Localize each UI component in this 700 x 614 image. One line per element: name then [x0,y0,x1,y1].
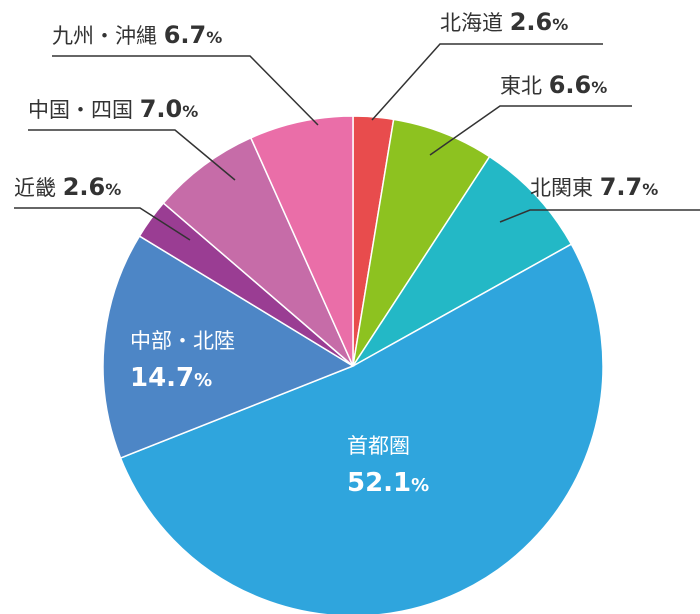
label-unit-kitakanto: % [642,180,658,199]
label-name-chugoku-shikoku: 中国・四国 [28,98,140,122]
label-unit-kinki: % [105,180,121,199]
leader-tohoku [429,105,632,156]
label-name-chubu-hokuriku: 中部・北陸 [130,329,235,353]
slice-chubu-hokuriku [102,235,355,460]
label-value-kitakanto: 7.7 [600,173,643,201]
label-name-kinki: 近畿 [14,176,63,200]
slice-shutoken [119,243,604,614]
leader-kinki [14,207,191,241]
label-unit-chubu-hokuriku: % [194,370,212,391]
label-value-chugoku-shikoku: 7.0 [140,95,183,123]
leader-hokkaido [371,43,603,121]
label-kinki: 近畿 2.6% [14,173,121,201]
leader-kitakanto [499,209,700,223]
pie-slices [102,115,604,614]
label-unit-tohoku: % [591,78,607,97]
label-name-kitakanto: 北関東 [530,176,600,200]
label-hokkaido: 北海道 2.6% [440,8,568,36]
label-name-hokkaido: 北海道 [440,11,510,35]
label-kyushu-okinawa: 九州・沖縄 6.7% [52,21,222,49]
label-chubu-hokuriku: 14.7% [130,363,212,393]
label-unit-shutoken: % [411,475,429,496]
slice-kyushu-okinawa [249,115,354,367]
label-kitakanto: 北関東 7.7% [530,173,658,201]
slice-labels: 北海道 2.6%東北 6.6%北関東 7.7%首都圏52.1%中部・北陸14.7… [14,8,658,498]
label-value-kinki: 2.6 [63,173,106,201]
label-shutoken: 52.1% [347,468,429,498]
label-value-hokkaido: 2.6 [510,8,553,36]
leader-chugoku-shikoku [28,129,236,181]
label-name-shutoken: 首都圏 [347,434,410,458]
label-value-kyushu-okinawa: 6.7 [164,21,207,49]
label-unit-chugoku-shikoku: % [182,102,198,121]
label-value-shutoken: 52.1 [347,468,411,498]
label-value-tohoku: 6.6 [549,71,592,99]
leader-lines [14,43,700,241]
slice-chugoku-shikoku [162,136,354,367]
leader-kyushu-okinawa [52,55,319,126]
label-value-chubu-hokuriku: 14.7 [130,363,194,393]
label-unit-hokkaido: % [552,15,568,34]
label-tohoku: 東北 6.6% [500,71,607,99]
slice-kitakanto [352,155,573,367]
label-chugoku-shikoku: 中国・四国 7.0% [28,95,198,123]
label-name-tohoku: 東北 [500,74,549,98]
label-name-kyushu-okinawa: 九州・沖縄 [52,24,164,48]
label-unit-kyushu-okinawa: % [206,28,222,47]
